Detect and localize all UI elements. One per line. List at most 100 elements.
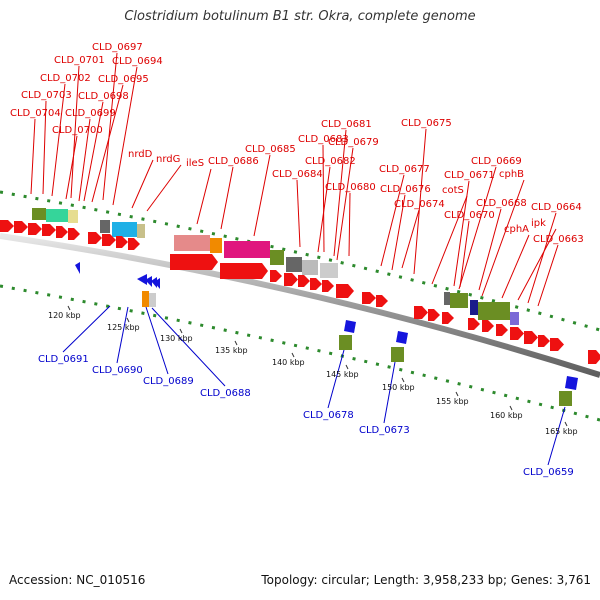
forward-gene-arrow [414, 306, 428, 319]
leader-line [517, 228, 557, 301]
gene-label-reverse: CLD_0673 [359, 425, 410, 436]
forward-gene-arrow [538, 335, 550, 347]
forward-gene-labels: CLD_0697 CLD_0701 CLD_0694 CLD_0702 CLD_0695… [10, 42, 584, 245]
leader-line [146, 164, 182, 212]
leader-line [51, 83, 66, 197]
kbp-tick [179, 328, 183, 334]
leader-line [459, 220, 470, 288]
gene-label-forward: CLD_0669 [471, 156, 522, 167]
gene-label-forward: CLD_0697 [92, 42, 143, 53]
gene-label-forward: CLD_0694 [112, 56, 163, 67]
forward-gene-arrow [128, 238, 140, 250]
track-guides [0, 190, 600, 422]
kbp-tick [345, 364, 349, 370]
kbp-tick [67, 305, 71, 311]
forward-gene-arrow [322, 280, 334, 292]
gene-label-forward: CLD_0683 [298, 134, 349, 145]
forward-gene-arrow [496, 324, 508, 336]
gene-label-forward: CLD_0698 [78, 91, 129, 102]
gene-label-forward: CLD_0704 [10, 108, 61, 119]
leader-line [131, 159, 154, 209]
gene-label-forward: CLD_0702 [40, 73, 91, 84]
forward-gene-arrow [102, 234, 116, 246]
kbp-tick [126, 317, 130, 323]
forward-gene-arrow [482, 320, 494, 332]
leader-line [65, 135, 78, 200]
leader-line [30, 118, 36, 195]
gene-label-forward: CLD_0677 [379, 164, 430, 175]
gene-label-forward: CLD_0700 [52, 125, 103, 136]
leader-line [42, 100, 47, 195]
forward-gene-arrow [42, 224, 56, 236]
gene-label-forward: CLD_0671 [444, 170, 495, 181]
leader-line [91, 84, 124, 203]
forward-gene-arrow [428, 309, 440, 321]
forward-gene-arrow [28, 223, 42, 235]
leader-line [116, 306, 129, 364]
leader-line [478, 208, 502, 291]
forward-gene-arrow [550, 338, 564, 351]
kbp-scale-labels: 120 kbp 125 kbp 130 kbp 135 kbp 140 kbp 145 k… [48, 311, 578, 436]
label-leader-lines [30, 52, 566, 466]
reverse-gene-arrows [75, 262, 578, 390]
leader-line [322, 144, 325, 253]
leader-line [380, 174, 405, 267]
forward-gene-arrow [376, 295, 388, 307]
leader-line [413, 128, 427, 275]
forward-gene-arrows [0, 220, 600, 364]
leader-line [383, 361, 396, 424]
kbp-ticks [67, 305, 568, 427]
kbp-tick [455, 391, 459, 397]
leader-line [327, 349, 345, 409]
gene-label-forward: CLD_0668 [476, 198, 527, 209]
leader-line [317, 166, 331, 253]
gene-label-forward: CLD_0701 [54, 55, 105, 66]
forward-gene-arrow [510, 327, 524, 340]
kbp-label: 140 kbp [272, 358, 305, 367]
kbp-label: 155 kbp [436, 397, 469, 406]
leader-line [78, 118, 91, 202]
forward-gene-arrow [14, 221, 28, 233]
leader-line [458, 166, 497, 290]
genome-title: Clostridium botulinum B1 str. Okra, comp… [124, 9, 476, 24]
gene-label-forward: CLD_0670 [444, 210, 495, 221]
gene-label-forward: CLD_0703 [21, 90, 72, 101]
forward-gene-arrow [310, 278, 322, 290]
gene-label-forward: CLD_0675 [401, 118, 452, 129]
gene-label-reverse: CLD_0689 [143, 376, 194, 387]
gene-label-forward: CLD_0664 [531, 202, 582, 213]
gene-label-forward: cphA [504, 224, 529, 235]
forward-gene-arrow [336, 284, 354, 298]
forward-gene-arrow [270, 270, 282, 282]
forward-gene-arrow [524, 331, 538, 344]
leader-line [501, 234, 530, 299]
gene-label-forward: CLD_0674 [394, 199, 445, 210]
leader-line [220, 166, 234, 230]
leader-line [527, 212, 557, 304]
gene-label-forward: CLD_0680 [325, 182, 376, 193]
leader-line [348, 192, 351, 257]
gene-label-forward: CLD_0682 [305, 156, 356, 167]
leader-line [83, 101, 104, 202]
leader-line [196, 168, 212, 225]
leader-line [333, 129, 347, 257]
forward-gene-arrow [442, 312, 454, 324]
forward-gene-arrow [68, 228, 80, 240]
leader-line [62, 305, 111, 353]
gene-label-forward: ipk [531, 218, 546, 229]
forward-gene-arrow [362, 292, 376, 304]
forward-gene-arrow [56, 226, 68, 238]
leader-line [145, 306, 169, 375]
forward-gene-arrow [220, 263, 268, 279]
feature-boxes [32, 208, 572, 406]
gene-label-forward: ileS [186, 158, 204, 169]
kbp-tick [401, 377, 405, 383]
kbp-label: 135 kbp [215, 346, 248, 355]
gene-label-forward: CLD_0699 [65, 108, 116, 119]
gene-label-forward: nrdD [128, 149, 153, 160]
gene-label-forward: CLD_0695 [98, 74, 149, 85]
leader-line [70, 65, 80, 199]
leader-line [401, 209, 420, 269]
gene-label-forward: cotS [442, 185, 464, 196]
